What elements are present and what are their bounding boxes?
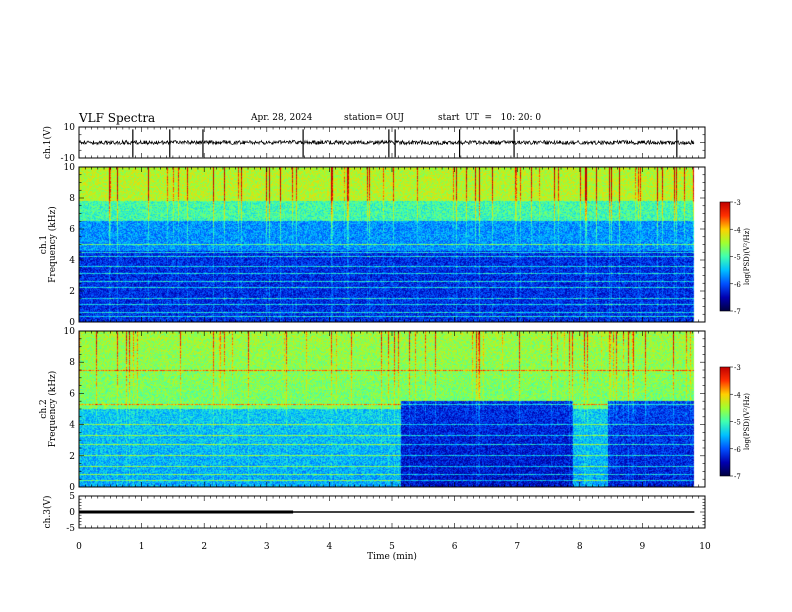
chart-title: VLF Spectra [79,111,156,125]
colorbar-label: log(PSD)(V²/Hz) [743,228,751,285]
y-tick-label: 10 [64,123,76,133]
y-axis-label: Frequency (kHz) [47,371,58,448]
x-tick-label: 0 [76,542,82,552]
colorbar-tick-label: -5 [734,419,741,427]
colorbar-tick-label: -5 [734,254,741,262]
x-tick-label: 10 [699,542,711,552]
y-axis-label: ch.1(V) [42,126,53,159]
colorbar-tick-label: -6 [734,281,741,289]
x-tick-label: 7 [514,542,520,552]
x-tick-label: 5 [389,542,395,552]
x-tick-label: 4 [327,542,333,552]
x-tick-label: 3 [264,542,270,552]
colorbar-tick-label: -4 [734,391,741,399]
y-axis-label: Frequency (kHz) [47,206,58,283]
colorbar-tick-label: -3 [734,364,741,372]
colorbar-tick-label: -6 [734,446,741,454]
y-tick-label: 8 [69,358,75,368]
y-tick-label: -10 [61,154,76,164]
x-tick-label: 8 [577,542,583,552]
x-tick-label: 1 [139,542,145,552]
y-tick-label: 4 [69,256,75,266]
colorbar-tick-label: -3 [734,199,741,207]
start-time-label: start UT = 10: 20: 0 [438,113,542,123]
y-tick-label: 5 [69,492,75,502]
y-axis-label: ch.2 [39,399,49,418]
y-tick-label: 10 [64,327,76,337]
y-axis-label: ch.3(V) [42,496,53,529]
y-tick-label: 0 [69,508,75,518]
ch1-voltage-trace [79,139,695,146]
y-tick-label: 10 [64,163,76,173]
colorbar-label: log(PSD)(V²/Hz) [743,393,751,450]
spectrogram-image-2 [79,331,705,487]
y-tick-label: 0 [69,318,75,328]
colorbar-1 [719,201,731,312]
y-axis-label: ch.1 [39,235,49,254]
y-tick-label: 6 [69,225,75,235]
y-tick-label: 8 [69,194,75,204]
station-label: station= OUJ [344,113,405,123]
y-tick-label: 0 [69,483,75,493]
y-tick-label: 2 [69,287,75,297]
colorbar-tick-label: -7 [734,308,741,316]
colorbar-tick-label: -7 [734,473,741,481]
image-layer [79,167,705,487]
colorbar-2 [719,366,731,477]
y-tick-label: 2 [69,452,75,462]
y-tick-label: 4 [69,421,75,431]
x-tick-label: 6 [452,542,458,552]
spectrogram-image-1 [79,167,705,322]
x-tick-label: 2 [201,542,207,552]
y-tick-label: 6 [69,389,75,399]
colorbar-tick-label: -4 [734,226,741,234]
date-label: Apr. 28, 2024 [251,113,313,123]
x-axis-label: Time (min) [367,551,417,562]
x-tick-label: 9 [640,542,646,552]
y-tick-label: -5 [66,524,75,534]
